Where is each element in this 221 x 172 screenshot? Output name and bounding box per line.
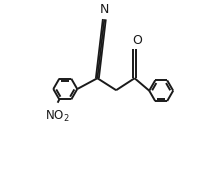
Text: N: N (100, 3, 109, 16)
Text: O: O (133, 34, 143, 47)
Text: NO$_2$: NO$_2$ (45, 109, 70, 125)
